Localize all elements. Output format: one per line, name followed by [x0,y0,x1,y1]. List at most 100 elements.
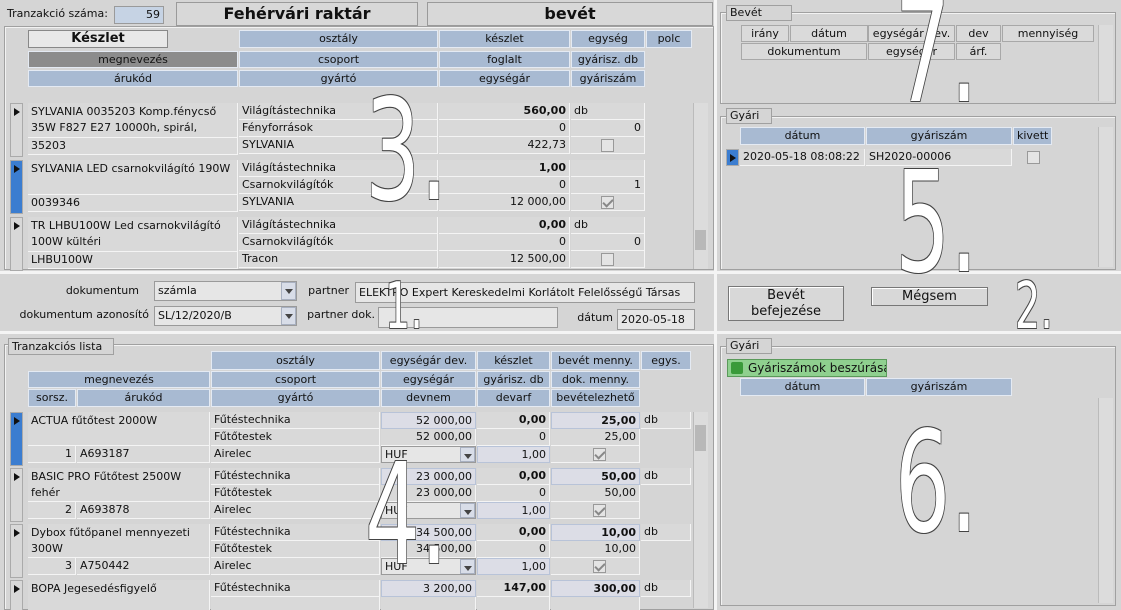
stock: 0,00 [439,217,570,234]
column-header[interactable]: egység [571,30,645,48]
document-id[interactable]: SL/12/2020/B [154,306,297,326]
column-header[interactable]: polc [646,30,692,48]
column-header[interactable]: egységár [868,43,955,60]
column-header[interactable]: árukód [28,70,238,87]
column-header[interactable]: kivett [1013,127,1052,145]
manufacturer: SYLVANIA [239,194,438,211]
column-header[interactable]: osztály [239,30,438,48]
row-indicator[interactable] [10,103,23,157]
unit-price-dev: 3 200,00 [381,580,476,597]
product-code: A693187 [77,446,210,463]
label: dátum [577,311,613,324]
serial: SH2020-00006 [866,149,1012,166]
column-header[interactable]: osztály [211,351,380,370]
column-header[interactable]: gyárisz. db [571,51,645,68]
receipt-quantity: 300,00 [551,580,640,597]
column-header[interactable]: csoport [239,51,438,68]
column-header[interactable]: Készlet [28,30,168,48]
column-header[interactable]: foglalt [439,51,570,68]
finish-button[interactable]: Bevét befejezése [728,286,844,321]
exchange-rate: 1,00 [477,446,550,463]
scrollbar[interactable] [693,412,708,608]
scrollbar[interactable] [693,103,708,269]
currency[interactable]: HUF [381,502,476,519]
insert-button[interactable]: Gyáriszámok beszúrása [727,359,887,377]
row-indicator[interactable] [10,580,23,610]
column-header[interactable]: dev [956,25,1001,42]
column-header[interactable]: gyártó [239,70,438,87]
column-header[interactable]: irány [741,25,789,42]
column-header[interactable]: egységár [381,371,476,388]
group [211,597,380,610]
column-header[interactable]: gyáriszám [866,127,1012,145]
column-header[interactable]: dátum [740,127,865,145]
scrollbar[interactable] [1098,398,1113,603]
column-header[interactable]: készlet [439,30,570,48]
dropdown-arrow[interactable] [460,503,475,518]
column-header[interactable]: egys. [641,351,691,370]
column-header[interactable]: dok. menny. [551,371,640,388]
scrollbar[interactable] [1098,25,1113,101]
group-box [720,346,1116,606]
column-header[interactable]: árf. [956,43,1001,60]
column-header[interactable]: megnevezés [28,51,238,68]
checkbox[interactable] [601,196,614,209]
row-indicator[interactable] [10,412,23,466]
scroll-thumb[interactable] [695,425,706,451]
dropdown-arrow[interactable] [281,307,296,325]
product-name: Dybox fűtőpanel mennyezeti 300W [28,524,210,558]
checkbox[interactable] [601,139,614,152]
date[interactable]: 2020-05-18 [617,309,695,330]
serial-number: 1 [28,446,76,463]
column-header[interactable]: megnevezés [28,371,210,388]
stock: 1,00 [439,160,570,177]
dropdown-arrow[interactable] [460,559,475,574]
checkbox[interactable] [593,448,606,461]
scroll-thumb[interactable] [695,230,706,250]
scrollbar[interactable] [1098,127,1113,267]
doc-quantity [551,597,640,610]
dropdown-arrow[interactable] [460,447,475,462]
column-header[interactable]: dátum [740,378,865,396]
column-header[interactable]: bevételezhető [551,389,640,407]
column-header[interactable]: készlet [477,351,550,370]
column-header[interactable]: egységár dev. [381,351,476,370]
row-indicator[interactable] [726,149,739,166]
group: Fűtőtestek [211,541,380,558]
column-header[interactable]: csoport [211,371,380,388]
column-header[interactable]: egységár [439,70,570,87]
stock: 0,00 [477,412,550,429]
partner[interactable]: ELEKTRO Expert Kereskedelmi Korlátolt Fe… [355,282,695,303]
currency[interactable]: HUF [381,446,476,463]
row-indicator[interactable] [10,217,23,271]
column-header[interactable]: gyárisz. db [477,371,550,388]
column-header[interactable]: gyáriszám [571,70,645,87]
column-header[interactable]: egységár dev. [868,25,955,42]
row-indicator[interactable] [10,524,23,578]
column-header[interactable]: dátum [790,25,868,42]
plus-icon[interactable] [731,362,743,374]
column-header[interactable]: devnem [381,389,476,407]
row-indicator[interactable] [10,468,23,522]
section-marker: 3. [365,70,448,233]
column-header[interactable]: sorsz. [28,389,76,407]
column-header[interactable]: bevét menny. [551,351,640,370]
checkbox[interactable] [593,504,606,517]
checkbox[interactable] [593,560,606,573]
column-header[interactable]: dokumentum [741,43,867,60]
column-header[interactable]: gyártó [211,389,380,407]
cancel-button[interactable]: Mégsem [871,287,988,306]
document-type[interactable]: számla [154,281,297,301]
checkbox[interactable] [1027,151,1040,164]
column-header[interactable]: mennyiség [1002,25,1094,42]
checkbox[interactable] [601,253,614,266]
currency[interactable]: HUF [381,558,476,575]
column-header[interactable]: gyáriszám [866,378,1012,396]
unit: db [571,217,645,234]
column-header[interactable]: devarf [477,389,550,407]
row-indicator[interactable] [10,160,23,214]
partner-doc[interactable] [378,307,558,328]
dropdown-arrow[interactable] [281,282,296,300]
column-header[interactable]: árukód [77,389,210,407]
